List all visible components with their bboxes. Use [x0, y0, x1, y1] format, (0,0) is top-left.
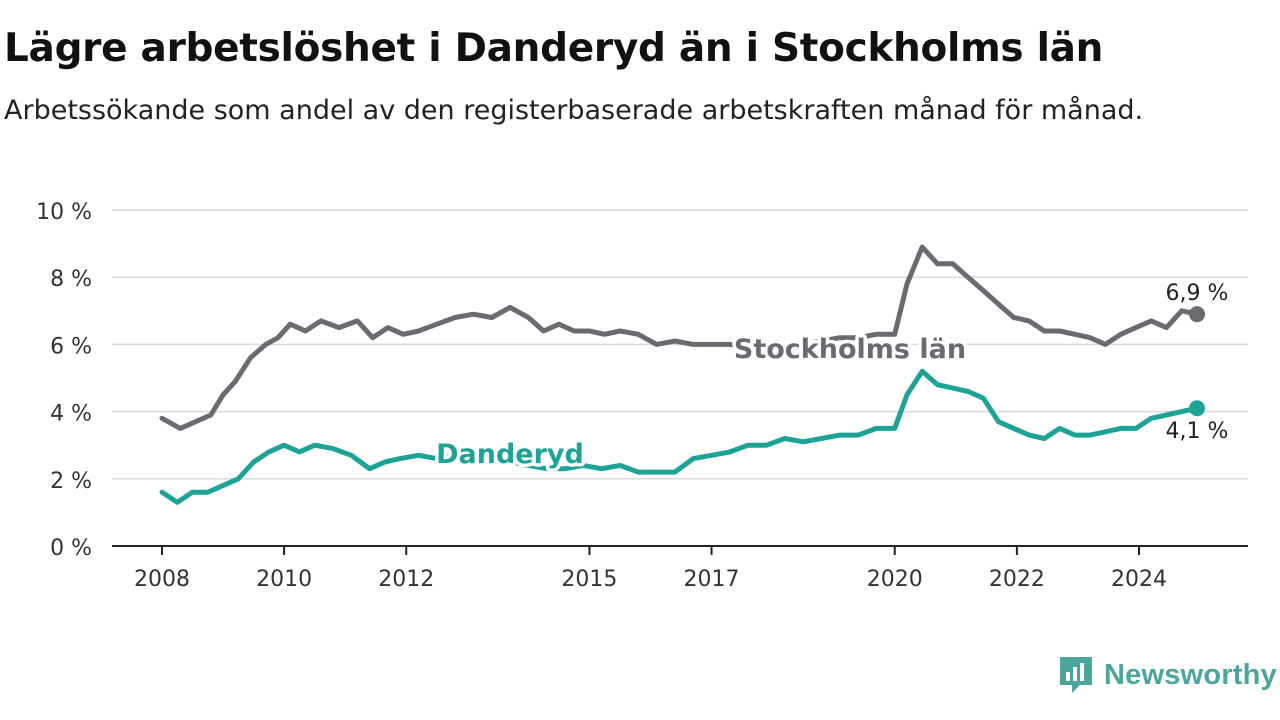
y-tick-label: 8 %	[50, 267, 92, 292]
chart-title: Lägre arbetslöshet i Danderyd än i Stock…	[4, 26, 1104, 71]
brand-name: Newsworthy	[1104, 658, 1277, 691]
series-end-point	[1189, 400, 1205, 417]
newsworthy-logo-icon	[1060, 657, 1092, 693]
series-name-label: Stockholms län	[734, 334, 966, 365]
series-labels: 6,9 % 4,1 % Stockholms län Danderyd	[433, 281, 1229, 473]
x-tick-label: 2010	[256, 567, 312, 592]
y-tick-label: 2 %	[50, 469, 92, 494]
x-tick-label: 2015	[561, 567, 617, 592]
y-tick-label: 6 %	[50, 334, 92, 359]
x-tick-label: 2017	[684, 567, 740, 592]
x-tick-label: 2020	[867, 567, 923, 592]
x-tick-label: 2022	[989, 567, 1045, 592]
series-name-label: Danderyd	[436, 439, 584, 470]
end-value-label: 6,9 %	[1166, 281, 1229, 306]
x-tick-label: 2024	[1111, 567, 1167, 592]
brand-logo: Newsworthy	[1058, 654, 1277, 696]
series-lines	[159, 244, 1205, 505]
series-line-stockholms-l-n	[159, 244, 1200, 431]
x-tick-label: 2012	[378, 567, 434, 592]
end-value-label: 4,1 %	[1166, 419, 1229, 444]
y-tick-label: 10 %	[36, 200, 92, 225]
x-axis: 2008 2010 2012 2015 2017 2020 2022 2024	[112, 545, 1248, 592]
chart-subtitle: Arbetssökande som andel av den registerb…	[4, 95, 1144, 126]
series-line-danderyd	[159, 368, 1200, 505]
y-tick-label: 4 %	[50, 402, 92, 427]
series-end-point	[1189, 306, 1205, 323]
y-axis: 0 % 2 % 4 % 6 % 8 % 10 %	[36, 200, 92, 561]
x-tick-label: 2008	[134, 567, 190, 592]
y-tick-label: 0 %	[50, 536, 92, 561]
